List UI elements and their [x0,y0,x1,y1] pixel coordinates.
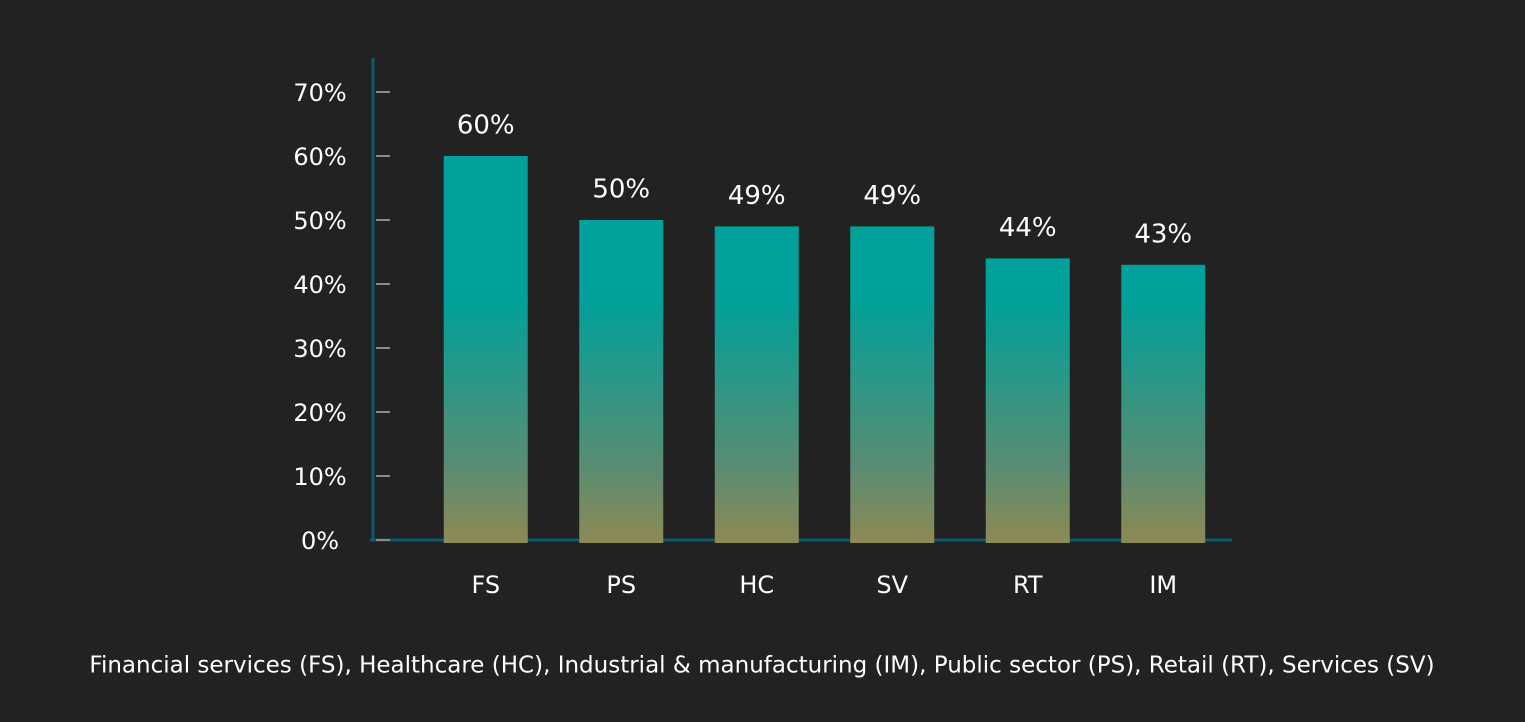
x-tick-label: SV [876,571,908,599]
x-tick-label: FS [471,571,500,599]
value-label: 60% [457,111,515,141]
value-label: 49% [863,181,921,211]
y-tick-label: 60% [293,143,346,171]
value-label: 49% [728,181,786,211]
bar [1121,264,1206,543]
y-tick-label: 0% [301,527,339,555]
y-tick-label: 70% [293,79,346,107]
y-tick-label: 30% [293,335,346,363]
x-tick-label: RT [1013,571,1043,599]
footnote: Financial services (FS), Healthcare (HC)… [89,653,1434,679]
y-tick-label: 10% [293,463,346,491]
bar [443,156,528,543]
value-label: 44% [999,213,1057,243]
bar [579,220,664,543]
x-tick-label: PS [606,571,636,599]
y-tick-label: 50% [293,207,346,235]
bar [985,258,1070,543]
y-tick-label: 40% [293,271,346,299]
bar [714,226,799,543]
x-tick-label: HC [739,571,774,599]
y-tick-label: 20% [293,399,346,427]
value-label: 50% [592,175,650,205]
value-label: 43% [1134,219,1192,249]
bar [850,226,935,543]
x-tick-label: IM [1149,571,1177,599]
